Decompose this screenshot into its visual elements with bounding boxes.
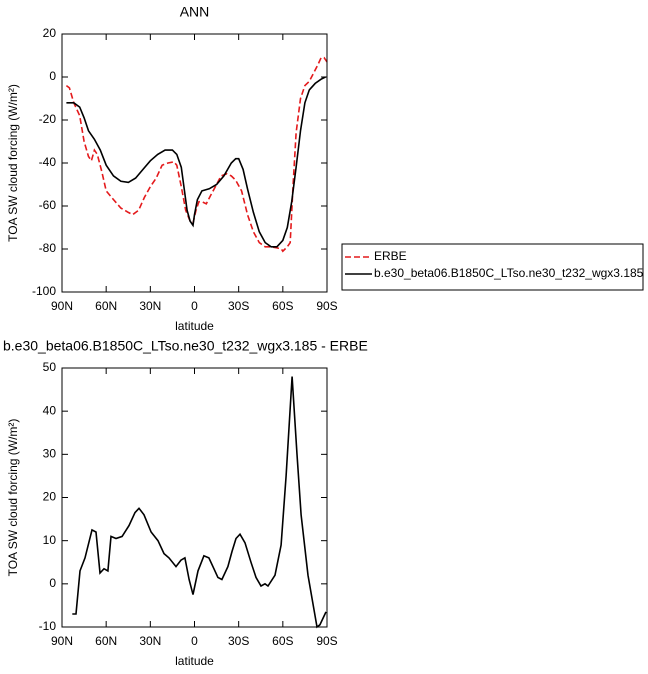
line (66, 76, 326, 248)
y-tick-label: 30 (43, 447, 57, 461)
y-tick-label: 20 (43, 26, 57, 40)
x-tick-label: 90N (51, 634, 73, 648)
x-tick-label: 90S (316, 634, 337, 648)
x-tick-label: 90N (51, 299, 73, 313)
y-tick-label: 10 (43, 533, 57, 547)
y-tick-label: -100 (32, 284, 56, 298)
y-tick-label: 40 (43, 403, 57, 417)
line (72, 376, 327, 629)
x-tick-label: 0 (191, 634, 198, 648)
x-tick-label: 60N (95, 634, 117, 648)
x-tick-label: 30S (228, 634, 249, 648)
y-tick-label: -10 (39, 619, 57, 633)
legend-label: b.e30_beta06.B1850C_LTso.ne30_t232_wgx3.… (374, 266, 644, 280)
y-tick-label: -80 (39, 241, 57, 255)
x-tick-label: 0 (191, 299, 198, 313)
x-tick-label: 30S (228, 299, 249, 313)
x-axis-label: latitude (175, 319, 214, 333)
y-tick-label: 0 (49, 69, 56, 83)
x-tick-label: 60N (95, 299, 117, 313)
chart-title: ANN (180, 4, 210, 20)
y-tick-label: -20 (39, 112, 57, 126)
y-tick-label: -40 (39, 155, 57, 169)
x-tick-label: 30N (139, 299, 161, 313)
y-tick-label: 20 (43, 490, 57, 504)
legend-label: ERBE (374, 249, 407, 263)
x-tick-label: 60S (272, 634, 293, 648)
y-axis-label: TOA SW cloud forcing (W/m²) (6, 419, 20, 577)
y-axis-label: TOA SW cloud forcing (W/m²) (6, 84, 20, 242)
x-tick-label: 60S (272, 299, 293, 313)
y-tick-label: 0 (49, 576, 56, 590)
y-tick-label: 50 (43, 360, 57, 374)
chart-title: b.e30_beta06.B1850C_LTso.ne30_t232_wgx3.… (3, 338, 368, 354)
legend-box (341, 243, 644, 291)
plot-frame (61, 33, 328, 293)
x-tick-label: 90S (316, 299, 337, 313)
x-tick-label: 30N (139, 634, 161, 648)
y-tick-label: -60 (39, 198, 57, 212)
x-axis-label: latitude (175, 654, 214, 668)
